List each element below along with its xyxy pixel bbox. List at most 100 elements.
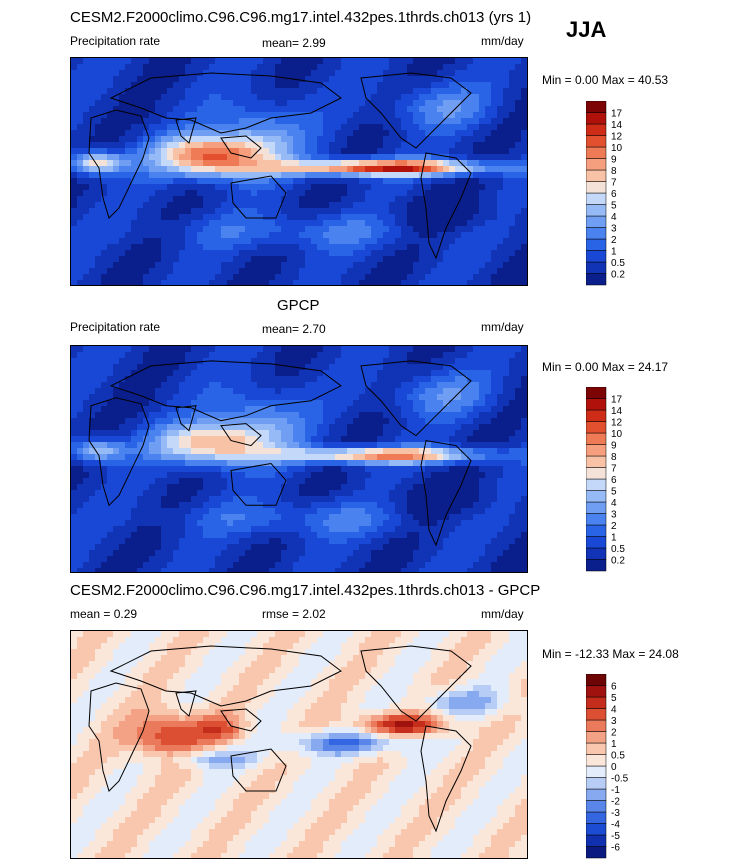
field-cell [161, 76, 167, 82]
field-cell [287, 232, 293, 238]
field-cell [515, 496, 521, 502]
field-cell [347, 262, 353, 268]
field-cell [509, 448, 515, 454]
field-cell [353, 148, 359, 154]
field-cell [221, 430, 227, 436]
field-cell [161, 484, 167, 490]
field-cell [305, 172, 311, 178]
field-cell [395, 178, 401, 184]
field-cell [263, 106, 269, 112]
field-cell [275, 58, 281, 64]
field-cell [203, 220, 209, 226]
field-cell [107, 106, 113, 112]
field-cell [83, 268, 89, 274]
field-cell [155, 352, 161, 358]
field-cell [245, 142, 251, 148]
field-cell [509, 412, 515, 418]
field-cell [227, 142, 233, 148]
field-cell [311, 244, 317, 250]
field-cell [479, 454, 485, 460]
field-cell [497, 448, 503, 454]
field-cell [185, 70, 191, 76]
field-cell [167, 472, 173, 478]
field-cell [401, 262, 407, 268]
field-cell [83, 496, 89, 502]
field-cell [119, 250, 125, 256]
field-cell [437, 436, 443, 442]
field-cell [467, 436, 473, 442]
field-cell [413, 112, 419, 118]
field-cell [473, 142, 479, 148]
field-cell [497, 94, 503, 100]
field-cell [203, 184, 209, 190]
field-cell [521, 250, 527, 256]
field-cell [263, 184, 269, 190]
field-cell [437, 394, 443, 400]
field-cell [251, 418, 257, 424]
field-cell [281, 478, 287, 484]
field-cell [221, 376, 227, 382]
field-cell [89, 160, 95, 166]
field-cell [299, 268, 305, 274]
field-cell [425, 196, 431, 202]
field-cell [149, 382, 155, 388]
field-cell [269, 454, 275, 460]
field-cell [149, 460, 155, 466]
field-cell [341, 76, 347, 82]
field-cell [419, 214, 425, 220]
field-cell [419, 130, 425, 136]
field-cell [329, 70, 335, 76]
field-cell [443, 220, 449, 226]
field-cell [335, 280, 341, 285]
field-cell [275, 256, 281, 262]
field-cell [467, 196, 473, 202]
field-cell [113, 442, 119, 448]
field-cell [377, 88, 383, 94]
field-cell [233, 472, 239, 478]
field-cell [443, 418, 449, 424]
field-cell [185, 232, 191, 238]
field-cell [275, 178, 281, 184]
field-cell [305, 202, 311, 208]
field-cell [71, 124, 77, 130]
field-cell [191, 430, 197, 436]
field-cell [227, 82, 233, 88]
field-cell [197, 142, 203, 148]
field-cell [389, 94, 395, 100]
field-cell [119, 442, 125, 448]
field-cell [341, 184, 347, 190]
field-cell [299, 64, 305, 70]
field-cell [287, 184, 293, 190]
field-cell [71, 508, 77, 514]
field-cell [275, 112, 281, 118]
field-cell [221, 502, 227, 508]
field-cell [251, 208, 257, 214]
field-cell [407, 190, 413, 196]
field-cell [443, 466, 449, 472]
field-cell [353, 94, 359, 100]
field-cell [143, 160, 149, 166]
field-cell [275, 262, 281, 268]
field-cell [215, 106, 221, 112]
field-cell [257, 394, 263, 400]
field-cell [305, 106, 311, 112]
field-cell [341, 280, 347, 285]
field-cell [335, 274, 341, 280]
field-cell [335, 268, 341, 274]
field-cell [215, 352, 221, 358]
field-cell [173, 346, 179, 352]
field-cell [95, 196, 101, 202]
field-cell [401, 88, 407, 94]
field-cell [221, 244, 227, 250]
field-cell [227, 490, 233, 496]
field-cell [185, 172, 191, 178]
field-cell [443, 388, 449, 394]
field-cell [263, 124, 269, 130]
field-cell [425, 106, 431, 112]
field-cell [131, 406, 137, 412]
field-cell [419, 70, 425, 76]
field-cell [449, 472, 455, 478]
field-cell [419, 124, 425, 130]
field-cell [473, 280, 479, 285]
field-cell [197, 94, 203, 100]
